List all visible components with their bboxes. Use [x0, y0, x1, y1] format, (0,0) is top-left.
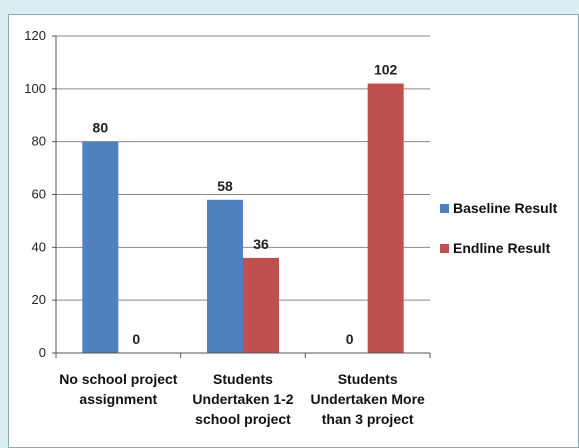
y-axis: 0 20 40 60 80 100 120	[24, 28, 56, 360]
bar	[243, 258, 279, 353]
bar	[368, 84, 404, 353]
y-tick-label: 120	[24, 28, 46, 43]
data-label: 36	[253, 236, 269, 252]
y-tick-label: 20	[32, 292, 46, 307]
data-label: 102	[374, 62, 398, 78]
data-label: 80	[93, 120, 109, 136]
y-tick-label: 60	[32, 187, 46, 202]
data-label: 0	[132, 331, 140, 347]
data-label: 0	[346, 331, 354, 347]
legend: Baseline Result Endline Result	[440, 200, 558, 256]
legend-swatch	[440, 244, 449, 253]
category-label: Students Undertaken More than 3 project	[310, 371, 425, 427]
y-tick-label: 80	[32, 134, 46, 149]
y-tick-label: 100	[24, 81, 46, 96]
legend-label: Endline Result	[453, 240, 551, 256]
legend-label: Baseline Result	[453, 200, 558, 216]
bar	[82, 142, 118, 353]
category-label: No school project assignment	[59, 371, 178, 407]
bars	[82, 84, 403, 353]
x-axis: No school project assignment Students Under…	[56, 353, 430, 427]
bar	[207, 200, 243, 353]
data-label: 58	[217, 178, 233, 194]
y-tick-label: 0	[39, 345, 46, 360]
legend-swatch	[440, 204, 449, 213]
category-label: Students Undertaken 1-2 school project	[192, 371, 293, 427]
y-tick-label: 40	[32, 239, 46, 254]
